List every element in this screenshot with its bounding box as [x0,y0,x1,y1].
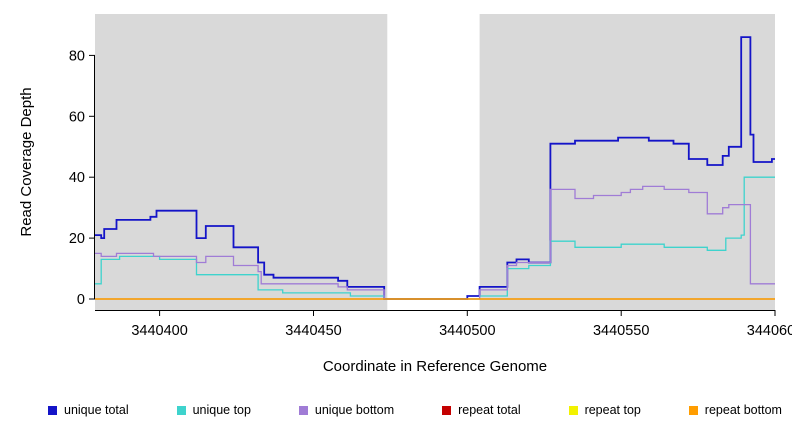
legend-item-repeat-bottom: repeat bottom [688,403,782,417]
legend-swatch [688,405,698,415]
y-tick-label: 0 [77,292,85,308]
y-tick-label: 20 [69,231,85,247]
legend-label: unique bottom [314,403,395,417]
legend-swatch [48,405,57,415]
legend-label: repeat total [458,403,521,417]
x-tick-label: 3440450 [285,323,341,339]
legend-item-unique-total: unique total [48,403,129,417]
legend-item-unique-top: unique top [176,403,251,417]
legend-item-unique-bottom: unique bottom [298,403,395,417]
legend-swatch [298,405,308,415]
y-tick-label: 80 [69,48,85,64]
x-tick-label: 3440500 [439,323,495,339]
x-tick-label: 3440550 [593,323,649,339]
legend-label: repeat top [584,403,641,417]
y-tick-label: 60 [69,109,85,125]
series-unique-total [95,36,775,300]
legend-item-repeat-total: repeat total [442,403,521,417]
legend-label: repeat bottom [704,403,782,417]
series-unique-bottom [95,185,775,300]
x-tick-label: 3440400 [131,323,187,339]
legend-label: unique top [192,403,251,417]
x-axis-title: Coordinate in Reference Genome [322,358,548,375]
y-tick-label: 40 [69,170,85,186]
coverage-gap-band [387,14,480,310]
legend-item-repeat-top: repeat top [568,403,641,417]
legend-swatch [442,405,452,415]
legend: unique total unique top unique bottom repea… [48,399,782,421]
legend-label: unique total [64,403,129,417]
legend-swatch [568,405,578,415]
legend-swatch [176,405,186,415]
